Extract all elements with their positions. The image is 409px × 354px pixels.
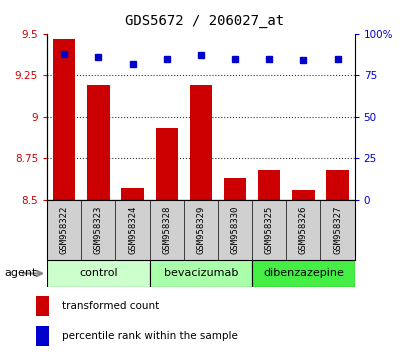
Bar [252,260,354,287]
Bar [87,85,109,200]
Text: bevacizumab: bevacizumab [163,268,238,279]
Bar [258,170,280,200]
Text: GSM958327: GSM958327 [332,206,341,254]
Text: GSM958329: GSM958329 [196,206,205,254]
Bar [326,170,348,200]
Text: agent: agent [4,268,36,279]
Bar [36,326,49,346]
Text: transformed count: transformed count [61,301,159,312]
Text: GDS5672 / 206027_at: GDS5672 / 206027_at [125,14,284,28]
Text: GSM958325: GSM958325 [264,206,273,254]
Bar [47,260,149,287]
Text: control: control [79,268,117,279]
Text: GSM958330: GSM958330 [230,206,239,254]
Bar [121,188,143,200]
Bar [223,178,245,200]
Text: GSM958326: GSM958326 [298,206,307,254]
Bar [53,39,75,200]
Bar [155,129,178,200]
Bar [292,190,314,200]
Bar [189,85,211,200]
Text: GSM958328: GSM958328 [162,206,171,254]
Text: GSM958322: GSM958322 [60,206,69,254]
Text: dibenzazepine: dibenzazepine [262,268,343,279]
Text: GSM958323: GSM958323 [94,206,103,254]
Bar [36,297,49,316]
Bar [149,260,252,287]
Text: GSM958324: GSM958324 [128,206,137,254]
Text: percentile rank within the sample: percentile rank within the sample [61,331,237,341]
